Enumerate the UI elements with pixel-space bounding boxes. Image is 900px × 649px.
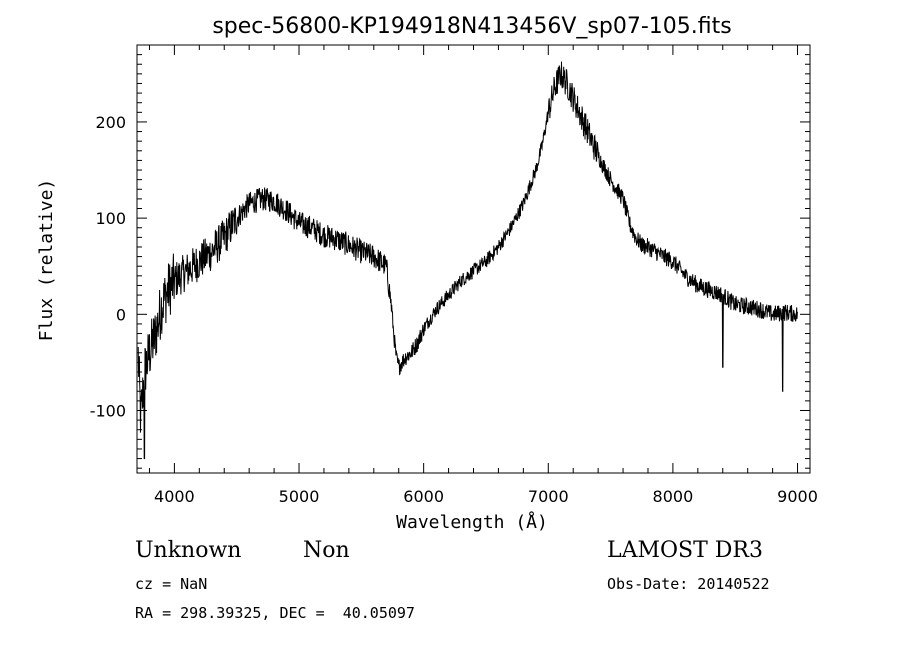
y-tick-label: 100 [95, 209, 126, 228]
x-axis-label: Wavelength (Å) [396, 511, 548, 533]
plot-frame [136, 44, 811, 474]
observation-date: Obs-Date: 20140522 [607, 575, 770, 593]
y-tick-labels: -100 0 100 200 [90, 113, 126, 421]
y-axis-label: Flux (relative) [36, 179, 57, 342]
survey-name: LAMOST DR3 [607, 538, 763, 563]
x-tick-labels: 4000 5000 6000 7000 8000 9000 [154, 487, 818, 506]
object-subclass: Non [303, 538, 350, 563]
object-class: Unknown [135, 538, 242, 563]
y-tick-label: -100 [90, 401, 126, 420]
x-tick-label: 4000 [154, 487, 195, 506]
axis-ticks [137, 45, 810, 473]
chart-title: spec-56800-KP194918N413456V_sp07-105.fit… [212, 14, 731, 39]
x-tick-label: 5000 [279, 487, 320, 506]
redshift-value: cz = NaN [135, 575, 208, 593]
y-tick-label: 0 [116, 305, 126, 324]
x-tick-label: 7000 [528, 487, 569, 506]
y-tick-label: 200 [95, 113, 126, 132]
x-tick-label: 8000 [653, 487, 694, 506]
coordinates: RA = 298.39325, DEC = 40.05097 [135, 604, 415, 622]
x-tick-label: 9000 [777, 487, 818, 506]
x-tick-label: 6000 [403, 487, 444, 506]
spectrum-line [137, 61, 798, 460]
